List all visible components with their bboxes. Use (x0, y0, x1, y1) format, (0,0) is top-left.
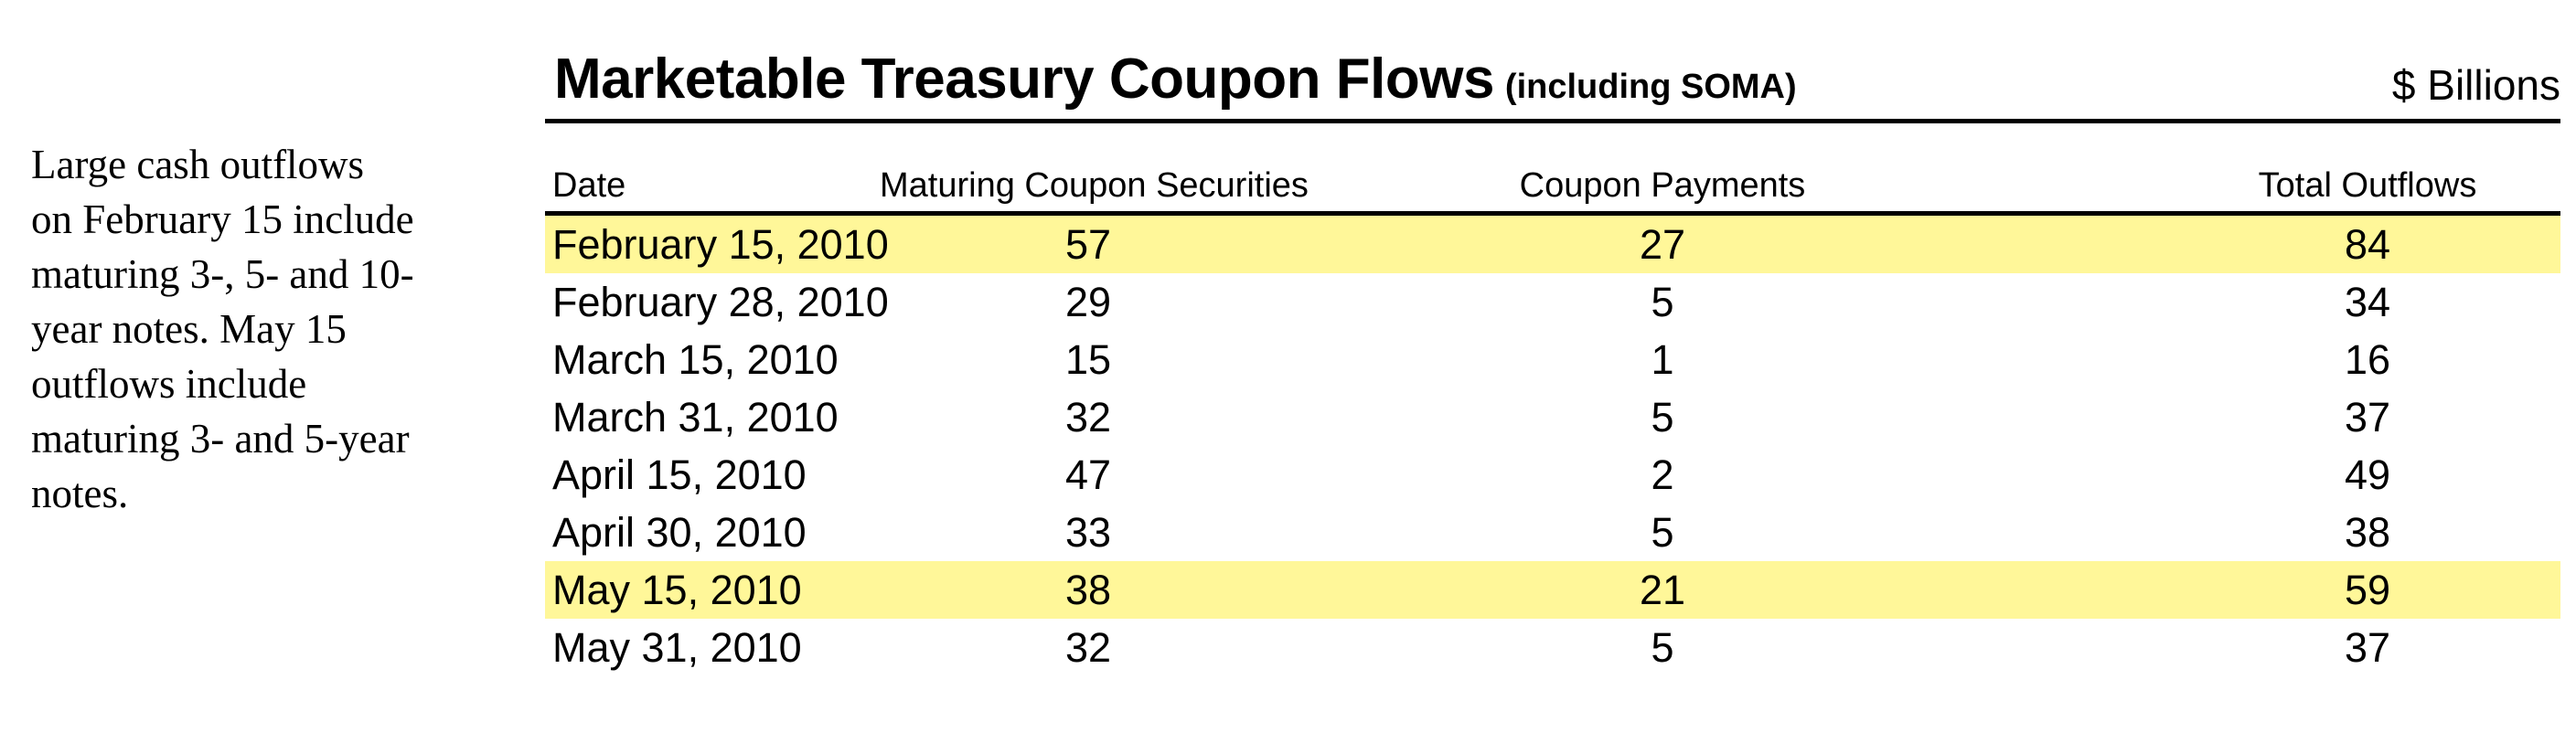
total-cell: 38 (2344, 509, 2391, 556)
total-cell: 37 (2344, 394, 2391, 440)
coupon-cell: 5 (1651, 394, 1674, 440)
units-label: $ Billions (2391, 61, 2560, 109)
coupon-flows-panel: Marketable Treasury Coupon Flows (includi… (545, 47, 2560, 676)
title-main: Marketable Treasury Coupon Flows (554, 48, 1494, 111)
table-row: March 15, 2010 15 1 16 (545, 331, 2560, 388)
column-header-total: Total Outflows (2028, 162, 2560, 216)
maturing-cell: 33 (1064, 509, 1112, 556)
table-row: April 30, 2010 33 5 38 (545, 504, 2560, 561)
table-row: April 15, 2010 47 2 49 (545, 446, 2560, 504)
title-row: Marketable Treasury Coupon Flows (includi… (545, 47, 2560, 123)
column-header-date: Date (545, 162, 880, 216)
table-row: May 31, 2010 32 5 37 (545, 619, 2560, 676)
date-cell: April 15, 2010 (552, 451, 807, 498)
table-row: May 15, 2010 38 21 59 (545, 561, 2560, 619)
total-cell: 16 (2344, 336, 2391, 383)
total-cell: 84 (2028, 213, 2560, 273)
coupon-cell: 5 (1651, 509, 1674, 556)
coupon-cell: 1 (1651, 336, 1674, 383)
total-cell: 34 (2344, 279, 2391, 325)
maturing-cell: 32 (1064, 394, 1112, 440)
column-header-coupon: Coupon Payments (1297, 162, 2028, 216)
page-title: Marketable Treasury Coupon Flows (includi… (554, 47, 1797, 111)
side-note: Large cash outflows on February 15 inclu… (31, 142, 414, 516)
coupon-cell: 21 (1297, 561, 2028, 619)
date-cell: March 15, 2010 (552, 336, 839, 383)
total-cell: 37 (2344, 624, 2391, 671)
maturing-cell: 15 (1064, 336, 1112, 383)
title-subtitle: (including SOMA) (1504, 68, 1797, 106)
column-header-maturing: Maturing Coupon Securities (880, 162, 1309, 216)
maturing-cell: 47 (1064, 451, 1112, 498)
maturing-cell: 29 (1064, 279, 1112, 325)
table-row: March 31, 2010 32 5 37 (545, 388, 2560, 446)
coupon-cell: 5 (1651, 624, 1674, 671)
date-cell: April 30, 2010 (552, 509, 807, 556)
date-cell: February 28, 2010 (552, 279, 889, 325)
table-header-row: Date Maturing Coupon Securities Coupon P… (545, 162, 2560, 216)
date-cell: March 31, 2010 (552, 394, 839, 440)
total-cell: 49 (2344, 451, 2391, 498)
table-row: February 15, 2010 57 27 84 (545, 213, 2560, 273)
date-cell: February 15, 2010 (545, 213, 889, 273)
total-cell: 59 (2028, 561, 2560, 619)
maturing-cell: 38 (880, 561, 1297, 619)
coupon-cell: 5 (1651, 279, 1674, 325)
maturing-cell: 32 (1064, 624, 1112, 671)
coupon-flows-table: Date Maturing Coupon Securities Coupon P… (545, 162, 2560, 676)
coupon-cell: 2 (1651, 451, 1674, 498)
date-cell: May 15, 2010 (545, 561, 880, 619)
coupon-cell: 27 (1297, 213, 2028, 273)
maturing-cell: 57 (880, 213, 1297, 273)
date-cell: May 31, 2010 (552, 624, 802, 671)
table-row: February 28, 2010 29 5 34 (545, 273, 2560, 331)
